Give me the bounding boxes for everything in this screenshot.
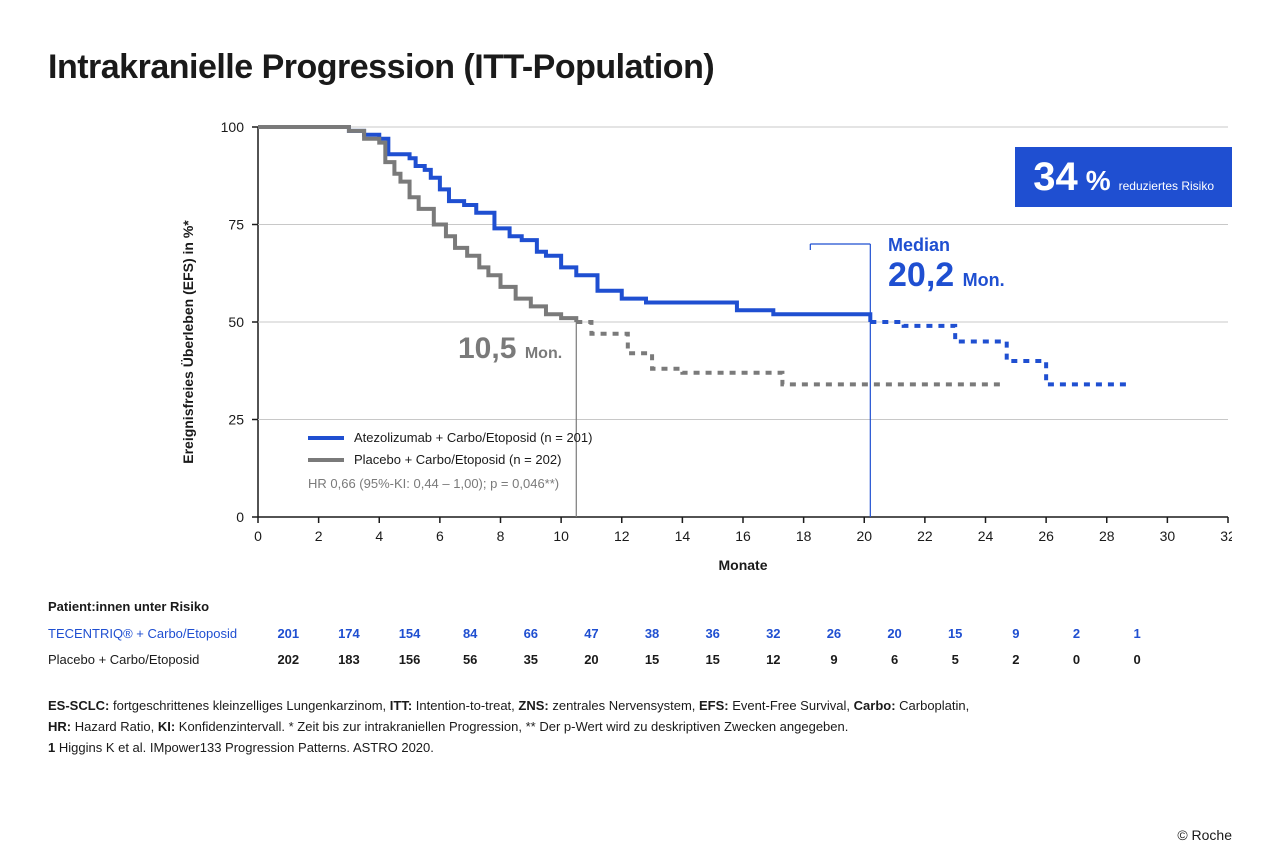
- risk-cell: 47: [561, 626, 622, 641]
- svg-text:32: 32: [1220, 528, 1232, 544]
- x-axis-label: Monate: [719, 557, 768, 573]
- risk-cell: 156: [379, 652, 440, 667]
- badge-subtext: reduziertes Risiko: [1119, 179, 1214, 193]
- legend-swatch-atezo: [308, 436, 344, 440]
- risk-cell: 84: [440, 626, 501, 641]
- median-atezo-value: 20,2: [888, 256, 954, 294]
- badge-percent: %: [1086, 165, 1111, 197]
- svg-text:24: 24: [978, 528, 994, 544]
- risk-cell: 66: [501, 626, 562, 641]
- legend-label-atezo: Atezolizumab + Carbo/Etoposid (n = 201): [354, 427, 592, 449]
- legend-hr-text: HR 0,66 (95%-KI: 0,44 – 1,00); p = 0,046…: [308, 473, 592, 495]
- risk-row: Placebo + Carbo/Etoposid2021831565635201…: [48, 646, 1232, 672]
- risk-cell: 9: [986, 626, 1047, 641]
- svg-text:14: 14: [675, 528, 691, 544]
- risk-cell: 56: [440, 652, 501, 667]
- risk-cell: 20: [864, 626, 925, 641]
- risk-cell: 6: [864, 652, 925, 667]
- svg-text:8: 8: [497, 528, 505, 544]
- footnotes: ES-SCLC: fortgeschrittenes kleinzelliges…: [48, 696, 1232, 758]
- badge-number: 34: [1033, 157, 1078, 197]
- risk-reduction-badge: 34 % reduziertes Risiko: [1015, 147, 1232, 207]
- svg-text:100: 100: [221, 119, 245, 135]
- legend-label-placebo: Placebo + Carbo/Etoposid (n = 202): [354, 449, 561, 471]
- svg-text:0: 0: [254, 528, 262, 544]
- risk-table: Patient:innen unter Risiko TECENTRIQ® + …: [48, 599, 1232, 672]
- median-placebo-value: 10,5: [458, 332, 516, 365]
- median-title: Median: [888, 235, 1005, 256]
- footnote-line: 1 Higgins K et al. IMpower133 Progressio…: [48, 738, 1232, 759]
- risk-table-header: Patient:innen unter Risiko: [48, 599, 1232, 614]
- svg-text:22: 22: [917, 528, 933, 544]
- svg-text:0: 0: [236, 509, 244, 525]
- risk-cell: 15: [682, 652, 743, 667]
- risk-cell: 20: [561, 652, 622, 667]
- risk-cell: 36: [682, 626, 743, 641]
- risk-cell: 174: [319, 626, 380, 641]
- risk-cell: 2: [1046, 626, 1107, 641]
- legend-row-placebo: Placebo + Carbo/Etoposid (n = 202): [308, 449, 592, 471]
- y-axis-label: Ereignisfreies Überleben (EFS) in %*: [180, 220, 196, 464]
- risk-cell: 35: [501, 652, 562, 667]
- svg-text:12: 12: [614, 528, 630, 544]
- legend-row-atezo: Atezolizumab + Carbo/Etoposid (n = 201): [308, 427, 592, 449]
- svg-text:2: 2: [315, 528, 323, 544]
- page-root: Intrakranielle Progression (ITT-Populati…: [0, 0, 1280, 867]
- risk-cell: 15: [622, 652, 683, 667]
- risk-cell: 0: [1046, 652, 1107, 667]
- median-placebo-label: 10,5 Mon.: [458, 332, 562, 366]
- risk-cell: 12: [743, 652, 804, 667]
- svg-text:75: 75: [228, 217, 244, 233]
- risk-row: TECENTRIQ® + Carbo/Etoposid2011741548466…: [48, 620, 1232, 646]
- svg-text:25: 25: [228, 412, 244, 428]
- footnote-line: HR: Hazard Ratio, KI: Konfidenzintervall…: [48, 717, 1232, 738]
- svg-text:20: 20: [856, 528, 872, 544]
- legend-swatch-placebo: [308, 458, 344, 462]
- risk-cell: 201: [258, 626, 319, 641]
- risk-cell: 9: [804, 652, 865, 667]
- footnote-line: ES-SCLC: fortgeschrittenes kleinzelliges…: [48, 696, 1232, 717]
- svg-text:26: 26: [1038, 528, 1054, 544]
- svg-text:18: 18: [796, 528, 812, 544]
- risk-cell: 5: [925, 652, 986, 667]
- chart-legend: Atezolizumab + Carbo/Etoposid (n = 201) …: [308, 427, 592, 495]
- risk-cell: 202: [258, 652, 319, 667]
- copyright: © Roche: [1177, 827, 1232, 843]
- median-atezo-label: Median 20,2 Mon.: [888, 235, 1005, 295]
- svg-text:30: 30: [1160, 528, 1176, 544]
- risk-cell: 0: [1107, 652, 1168, 667]
- svg-text:10: 10: [553, 528, 569, 544]
- km-chart: 025507510002468101214161820222426283032 …: [48, 117, 1232, 587]
- median-atezo-unit: Mon.: [963, 270, 1005, 290]
- risk-cell: 38: [622, 626, 683, 641]
- svg-text:16: 16: [735, 528, 751, 544]
- svg-text:50: 50: [228, 314, 244, 330]
- risk-cell: 1: [1107, 626, 1168, 641]
- risk-cell: 32: [743, 626, 804, 641]
- risk-cell: 15: [925, 626, 986, 641]
- svg-text:6: 6: [436, 528, 444, 544]
- risk-cell: 26: [804, 626, 865, 641]
- median-placebo-unit: Mon.: [525, 345, 562, 362]
- page-title: Intrakranielle Progression (ITT-Populati…: [48, 48, 1232, 87]
- svg-text:28: 28: [1099, 528, 1115, 544]
- risk-row-label: TECENTRIQ® + Carbo/Etoposid: [48, 626, 258, 641]
- risk-cell: 2: [986, 652, 1047, 667]
- svg-text:4: 4: [375, 528, 383, 544]
- risk-cell: 183: [319, 652, 380, 667]
- risk-cell: 154: [379, 626, 440, 641]
- risk-row-label: Placebo + Carbo/Etoposid: [48, 652, 258, 667]
